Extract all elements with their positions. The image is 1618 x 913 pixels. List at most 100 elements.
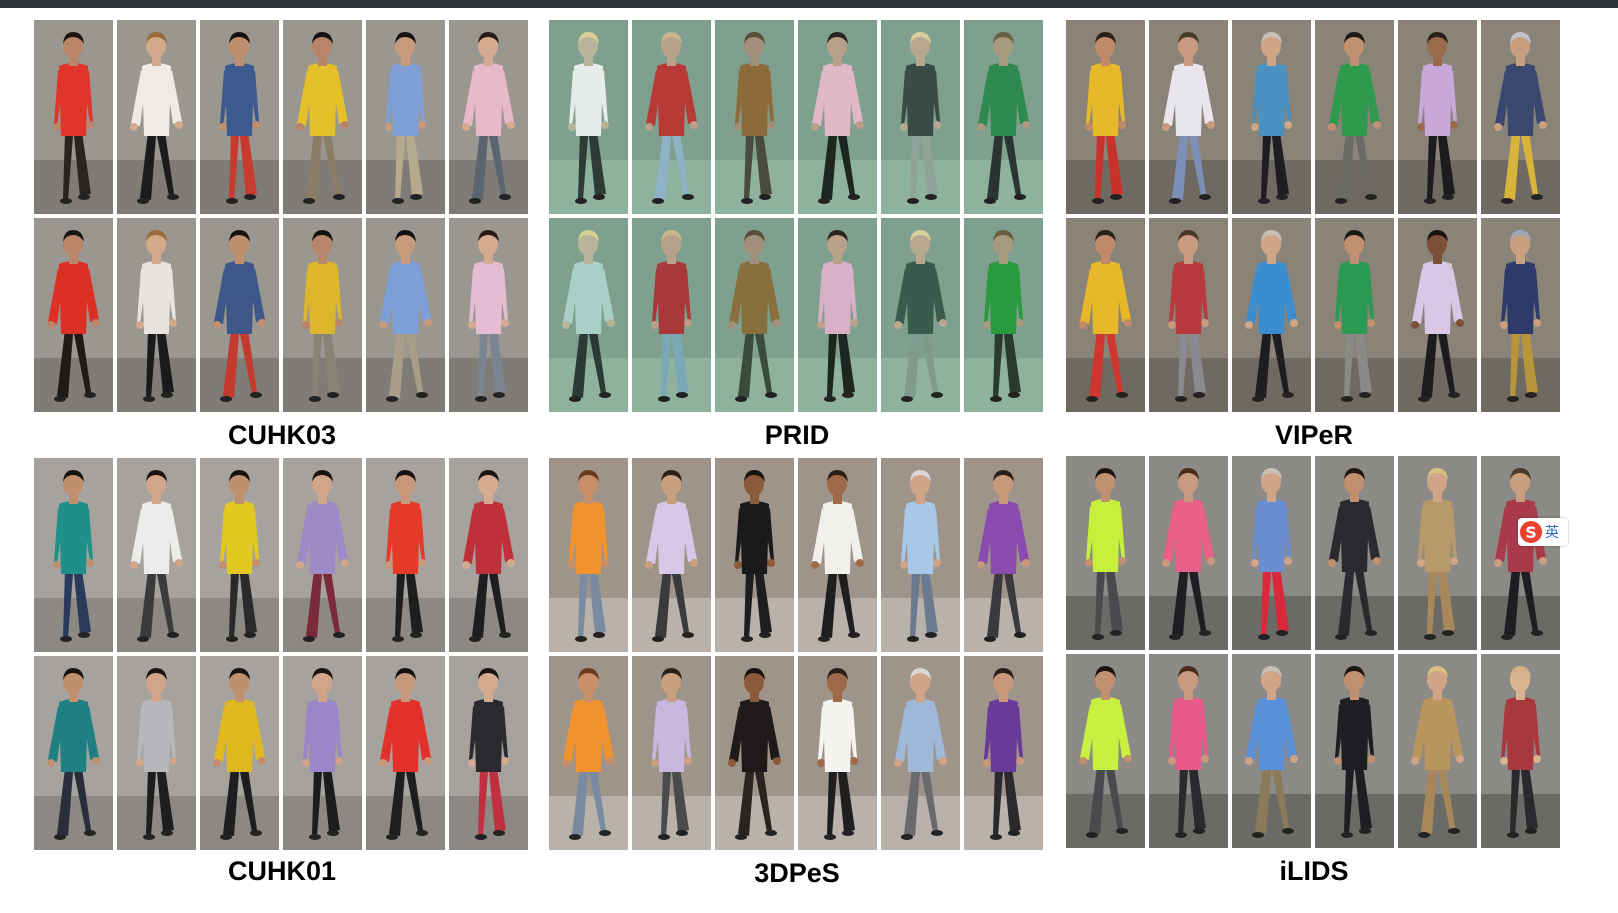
- thumb-row: [34, 218, 528, 412]
- person-thumbnail: [1066, 654, 1145, 848]
- person-thumbnail: [632, 458, 711, 652]
- panel-cuhk01: CUHK01: [34, 458, 530, 900]
- person-thumbnail: [1398, 456, 1477, 650]
- person-thumbnail: [200, 458, 279, 652]
- person-thumbnail: [283, 20, 362, 214]
- person-thumbnail: [1066, 218, 1145, 412]
- person-thumbnail: [200, 656, 279, 850]
- person-thumbnail: [964, 20, 1043, 214]
- person-thumbnail: [1232, 218, 1311, 412]
- person-thumbnail: [449, 218, 528, 412]
- person-thumbnail: [881, 218, 960, 412]
- person-thumbnail: [117, 656, 196, 850]
- person-thumbnail: [283, 218, 362, 412]
- person-thumbnail: [798, 20, 877, 214]
- person-thumbnail: [798, 218, 877, 412]
- thumb-row: [549, 218, 1043, 412]
- person-thumbnail: [1066, 456, 1145, 650]
- person-thumbnail: [34, 458, 113, 652]
- person-thumbnail: [283, 458, 362, 652]
- person-thumbnail: [200, 218, 279, 412]
- thumb-row: [549, 656, 1043, 850]
- person-thumbnail: [1481, 218, 1560, 412]
- dataset-caption: VIPeR: [1274, 420, 1354, 450]
- thumb-row: [549, 20, 1043, 214]
- person-thumbnail: [715, 458, 794, 652]
- thumb-row: [34, 458, 528, 652]
- person-thumbnail: [1315, 20, 1394, 214]
- person-thumbnail: [366, 656, 445, 850]
- ime-language-indicator: 英: [1545, 525, 1559, 541]
- person-thumbnail: [715, 218, 794, 412]
- person-thumbnail: [1149, 20, 1228, 214]
- thumb-row: [34, 656, 528, 850]
- dataset-caption: 3DPeS: [754, 858, 840, 888]
- dataset-caption: PRID: [764, 420, 830, 450]
- person-thumbnail: [632, 218, 711, 412]
- panel-prid: PRID: [549, 20, 1045, 462]
- person-thumbnail: [1315, 654, 1394, 848]
- person-thumbnail: [34, 218, 113, 412]
- person-thumbnail: [715, 20, 794, 214]
- person-thumbnail: [715, 656, 794, 850]
- person-thumbnail: [549, 20, 628, 214]
- person-thumbnail: [117, 20, 196, 214]
- thumb-row: [1066, 456, 1560, 650]
- panel-3dpes: 3DPeS: [549, 458, 1045, 900]
- person-thumbnail: [1149, 218, 1228, 412]
- person-thumbnail: [1481, 20, 1560, 214]
- person-thumbnail: [283, 656, 362, 850]
- ime-floating-badge[interactable]: S 英: [1518, 518, 1568, 546]
- person-thumbnail: [1315, 456, 1394, 650]
- person-thumbnail: [964, 656, 1043, 850]
- person-thumbnail: [964, 458, 1043, 652]
- person-thumbnail: [1232, 654, 1311, 848]
- thumb-row: [34, 20, 528, 214]
- person-thumbnail: [1481, 654, 1560, 848]
- sogou-logo-icon: S: [1520, 521, 1542, 543]
- thumb-row: [1066, 218, 1560, 412]
- person-thumbnail: [449, 20, 528, 214]
- person-thumbnail: [881, 20, 960, 214]
- thumb-row: [1066, 20, 1560, 214]
- person-thumbnail: [1315, 218, 1394, 412]
- person-thumbnail: [549, 458, 628, 652]
- person-thumbnail: [34, 20, 113, 214]
- dataset-caption: iLIDS: [1279, 856, 1349, 886]
- person-thumbnail: [1232, 20, 1311, 214]
- person-thumbnail: [1398, 20, 1477, 214]
- thumb-row: [1066, 654, 1560, 848]
- person-thumbnail: [632, 20, 711, 214]
- panel-cuhk03: CUHK03: [34, 20, 530, 462]
- thumb-row: [549, 458, 1043, 652]
- person-thumbnail: [798, 458, 877, 652]
- person-thumbnail: [549, 218, 628, 412]
- person-thumbnail: [1066, 20, 1145, 214]
- person-thumbnail: [1149, 456, 1228, 650]
- person-thumbnail: [549, 656, 628, 850]
- person-thumbnail: [366, 20, 445, 214]
- person-thumbnail: [881, 656, 960, 850]
- person-thumbnail: [881, 458, 960, 652]
- person-thumbnail: [1149, 654, 1228, 848]
- person-thumbnail: [449, 656, 528, 850]
- person-thumbnail: [366, 458, 445, 652]
- dataset-caption: CUHK01: [227, 856, 337, 886]
- dataset-caption: CUHK03: [227, 420, 337, 450]
- person-thumbnail: [117, 218, 196, 412]
- panel-viper: VIPeR: [1066, 20, 1562, 462]
- person-thumbnail: [449, 458, 528, 652]
- person-thumbnail: [1398, 218, 1477, 412]
- person-thumbnail: [632, 656, 711, 850]
- top-frame-bar: [0, 0, 1618, 8]
- person-thumbnail: [34, 656, 113, 850]
- person-thumbnail: [1232, 456, 1311, 650]
- person-thumbnail: [200, 20, 279, 214]
- person-thumbnail: [366, 218, 445, 412]
- person-thumbnail: [117, 458, 196, 652]
- person-thumbnail: [964, 218, 1043, 412]
- person-thumbnail: [1481, 456, 1560, 650]
- person-thumbnail: [798, 656, 877, 850]
- panel-ilids: iLIDS: [1066, 456, 1562, 898]
- person-thumbnail: [1398, 654, 1477, 848]
